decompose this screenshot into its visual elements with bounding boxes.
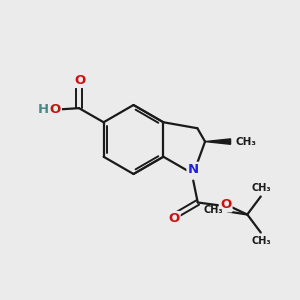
Text: CH₃: CH₃ bbox=[236, 136, 257, 147]
Text: O: O bbox=[74, 74, 86, 87]
Text: N: N bbox=[188, 163, 199, 176]
Text: CH₃: CH₃ bbox=[252, 183, 272, 193]
Polygon shape bbox=[205, 139, 231, 144]
Text: O: O bbox=[50, 103, 61, 116]
Text: CH₃: CH₃ bbox=[252, 236, 272, 246]
Text: H: H bbox=[38, 103, 49, 116]
Text: O: O bbox=[220, 198, 231, 211]
Text: CH₃: CH₃ bbox=[204, 205, 223, 215]
Text: O: O bbox=[168, 212, 179, 225]
